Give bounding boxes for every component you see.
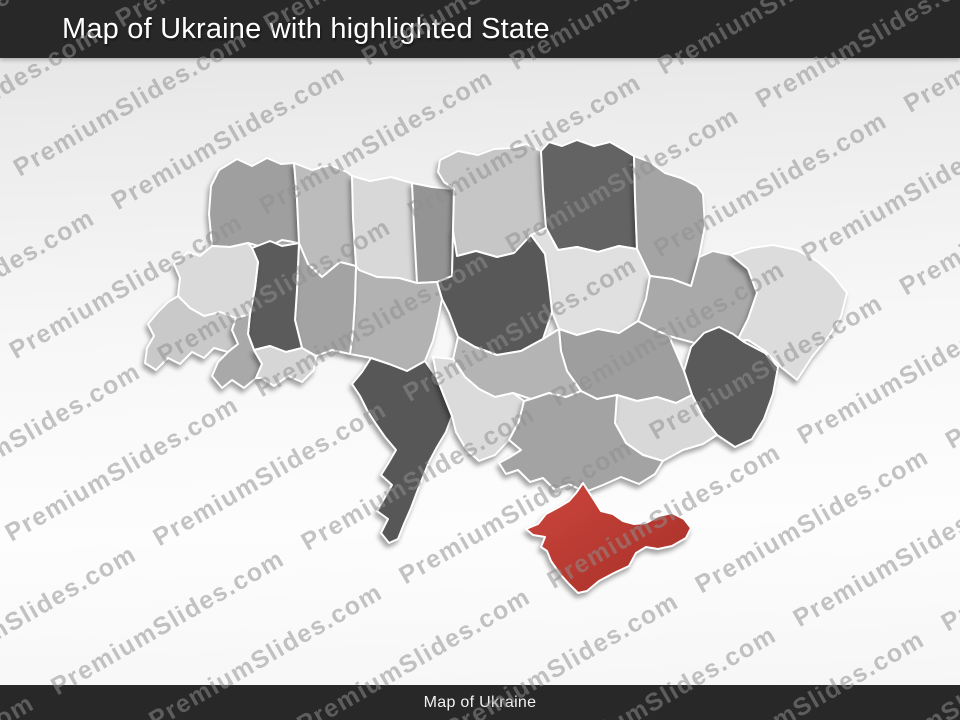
- region-luhansk[interactable]: [730, 244, 848, 381]
- region-zhytomyr[interactable]: [351, 175, 418, 284]
- region-kyiv-west[interactable]: [411, 182, 455, 284]
- region-volyn[interactable]: [208, 157, 300, 249]
- title-bar: Map of Ukraine with highlighted State: [0, 0, 960, 58]
- footer-caption: Map of Ukraine: [423, 693, 537, 711]
- region-ivano-frankivsk[interactable]: [211, 313, 263, 389]
- region-crimea-highlighted[interactable]: [525, 482, 692, 594]
- region-chernivtsi[interactable]: [253, 345, 317, 387]
- slide-title: Map of Ukraine with highlighted State: [62, 12, 550, 45]
- region-zakarpattia[interactable]: [144, 295, 239, 371]
- footer-bar: Map of Ukraine: [0, 685, 960, 720]
- region-chernihiv[interactable]: [540, 139, 638, 253]
- region-vinnytsia[interactable]: [349, 265, 443, 372]
- region-kherson[interactable]: [498, 390, 664, 493]
- region-odesa[interactable]: [351, 357, 453, 544]
